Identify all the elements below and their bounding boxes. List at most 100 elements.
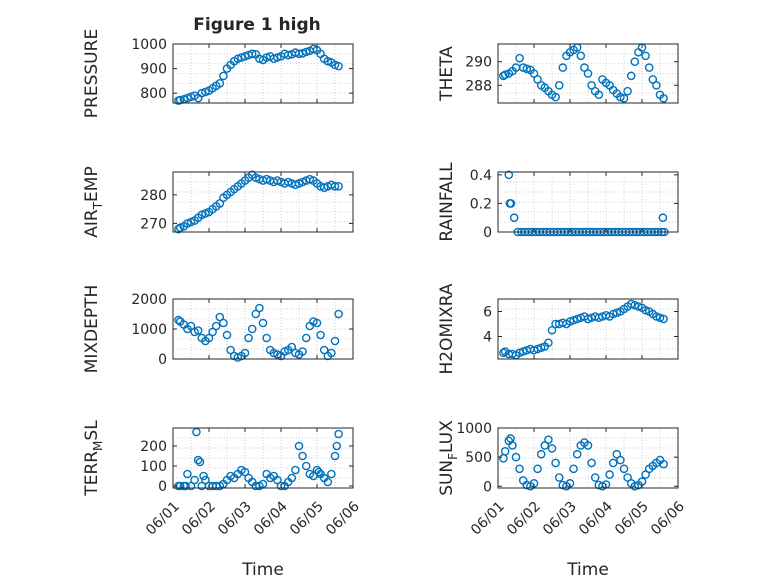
x-tick-label: 06/05 xyxy=(287,499,327,539)
data-point xyxy=(219,71,228,81)
data-point xyxy=(219,318,228,328)
data-point xyxy=(301,333,311,343)
x-tick-label: 06/03 xyxy=(215,499,255,539)
data-point xyxy=(186,321,196,331)
data-point xyxy=(323,477,333,487)
data-point xyxy=(193,326,203,335)
data-point xyxy=(240,467,250,477)
y-tick-label: 2000 xyxy=(131,292,167,308)
axes-frame xyxy=(172,43,354,104)
y-tick-label: 0 xyxy=(158,352,167,368)
y-tick-label: 100 xyxy=(140,459,167,475)
x-tick-label: 06/06 xyxy=(648,499,688,539)
data-point xyxy=(226,345,235,355)
data-point xyxy=(554,81,564,90)
data-point xyxy=(594,90,604,100)
data-point xyxy=(273,475,282,485)
data-point xyxy=(616,92,625,102)
data-point xyxy=(301,47,311,57)
data-point xyxy=(619,464,629,474)
x-tick-label: 06/05 xyxy=(612,499,652,539)
data-point xyxy=(262,333,271,343)
axes-frame xyxy=(497,43,679,104)
data-point xyxy=(319,345,329,355)
data-point xyxy=(554,473,564,482)
data-point xyxy=(181,481,190,491)
data-point xyxy=(244,333,253,343)
x-axis-label: Time xyxy=(241,560,284,580)
data-point xyxy=(199,471,208,481)
subplot-5: 0 1000 2000 MIXDEPTH xyxy=(82,285,354,373)
y-tick-label: 1000 xyxy=(456,421,492,437)
subplot-1: 800 900 1000 PRESSURE xyxy=(82,29,354,118)
data-point xyxy=(204,333,214,343)
data-point xyxy=(616,455,625,465)
data-point xyxy=(500,447,510,456)
data-point xyxy=(652,81,661,90)
x-tick-label: 06/02 xyxy=(504,499,544,539)
x-tick-label: 06/03 xyxy=(540,499,580,539)
data-point xyxy=(294,441,304,451)
y-tick-label: 900 xyxy=(140,62,167,78)
data-point xyxy=(509,213,519,223)
data-point xyxy=(183,469,192,479)
subplot-6: 4 6 H2OMIXRA xyxy=(437,283,679,375)
data-point xyxy=(630,481,640,491)
data-point xyxy=(576,51,586,61)
axes-frame xyxy=(172,427,354,489)
x-tick-label: 06/01 xyxy=(143,499,183,539)
axes-frame xyxy=(497,298,679,360)
data-point xyxy=(547,325,557,335)
data-point xyxy=(508,441,517,450)
data-point xyxy=(659,93,668,103)
data-point xyxy=(215,79,225,88)
data-point xyxy=(544,435,553,444)
data-point xyxy=(190,475,199,485)
x-axis-label: Time xyxy=(566,560,609,580)
data-point xyxy=(641,51,650,61)
data-point xyxy=(330,60,340,70)
data-point xyxy=(590,473,600,482)
data-point xyxy=(626,71,636,81)
data-point xyxy=(247,324,257,334)
data-point xyxy=(547,444,557,453)
data-point xyxy=(522,64,532,74)
data-point xyxy=(630,57,640,67)
data-point xyxy=(287,342,297,352)
x-tick-label: 06/04 xyxy=(251,499,291,539)
x-tick-label: 06/01 xyxy=(468,499,508,539)
data-point xyxy=(659,459,668,469)
data-point xyxy=(623,86,632,96)
y-tick-label: 288 xyxy=(465,78,492,94)
data-point xyxy=(174,315,183,325)
data-point xyxy=(183,93,192,103)
y-tick-label: 0.4 xyxy=(470,168,492,184)
y-tick-label: 0 xyxy=(483,479,492,495)
axes-frame xyxy=(497,427,679,489)
data-point xyxy=(330,336,340,346)
data-point xyxy=(332,441,342,451)
data-point xyxy=(327,469,336,479)
data-point xyxy=(511,452,521,462)
data-point xyxy=(499,71,508,81)
y-axis-label: RAINFALL xyxy=(437,162,457,242)
data-point xyxy=(283,50,293,60)
data-point xyxy=(201,87,210,97)
data-point xyxy=(551,92,560,102)
data-point xyxy=(314,467,324,477)
data-point xyxy=(258,318,268,328)
data-point xyxy=(269,54,279,64)
y-tick-label: 290 xyxy=(465,55,492,71)
data-point xyxy=(536,449,546,459)
x-tick-label: 06/04 xyxy=(576,499,616,539)
data-point xyxy=(583,441,593,450)
data-point xyxy=(201,475,210,485)
y-tick-label: 1000 xyxy=(131,37,167,53)
data-point xyxy=(644,63,654,72)
y-tick-label: 0 xyxy=(483,225,492,241)
y-tick-label: 270 xyxy=(140,216,167,232)
data-point xyxy=(515,464,524,474)
data-point xyxy=(499,348,508,358)
